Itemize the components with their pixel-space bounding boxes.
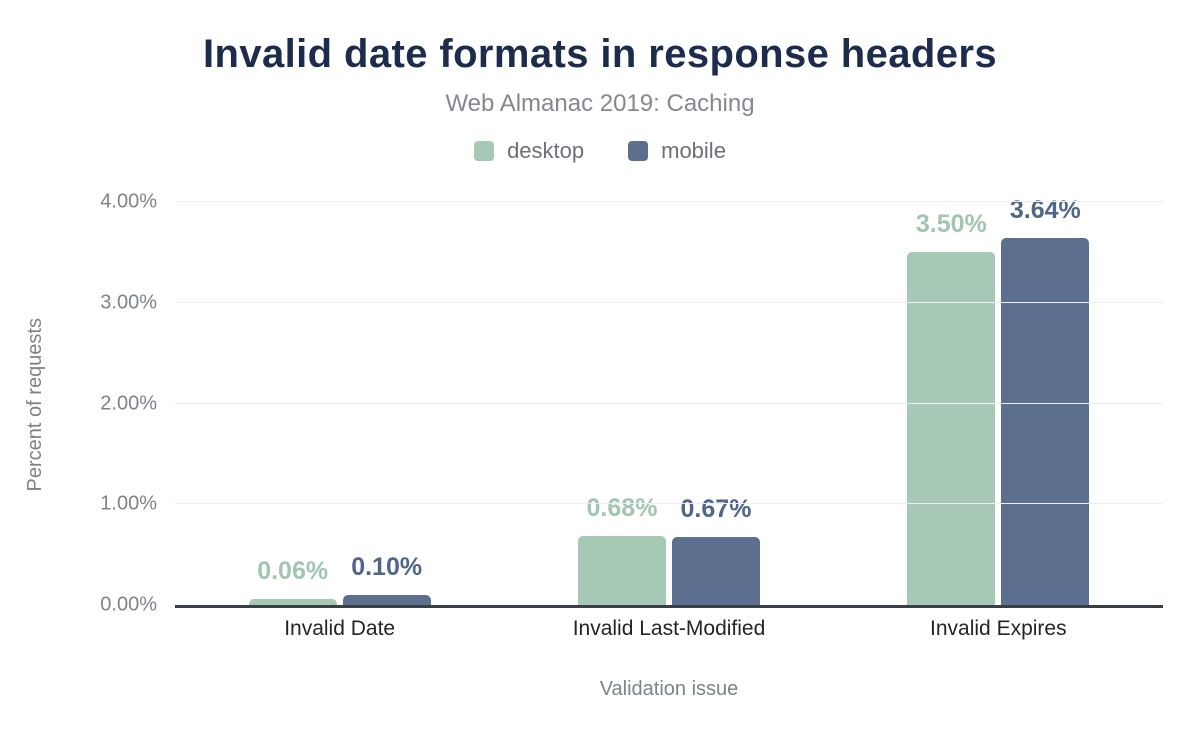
legend: desktop mobile — [0, 138, 1200, 164]
x-axis-title: Validation issue — [599, 678, 739, 700]
y-tick-label: 0.00% — [100, 593, 157, 616]
bar-with-label: 0.10% — [342, 553, 431, 605]
bar-group: 0.06% 0.10% — [175, 205, 504, 605]
gridline — [175, 201, 1163, 202]
mobile-bar[interactable] — [342, 595, 431, 605]
legend-label: mobile — [661, 138, 726, 163]
mobile-value-label: 0.67% — [680, 495, 752, 523]
y-axis-title-wrap: Percent of requests — [24, 205, 47, 605]
gridline — [175, 402, 1163, 404]
legend-label: desktop — [507, 138, 585, 163]
desktop-legend-swatch-icon — [474, 141, 495, 161]
mobile-bar[interactable] — [1001, 238, 1090, 605]
bar-with-label: 0.68% — [577, 494, 666, 605]
y-tick-label: 1.00% — [100, 492, 157, 515]
bar-group: 3.50% 3.64% — [834, 196, 1163, 605]
mobile-value-label: 3.64% — [1009, 196, 1081, 224]
chart-subtitle: Web Almanac 2019: Caching — [445, 90, 755, 117]
mobile-legend-swatch-icon — [628, 141, 649, 161]
legend-item-desktop: desktop — [474, 138, 584, 164]
gridline — [175, 503, 1163, 505]
desktop-value-label: 3.50% — [915, 210, 987, 238]
desktop-bar[interactable] — [907, 252, 996, 605]
y-tick-label: 2.00% — [100, 392, 157, 414]
mobile-bar[interactable] — [671, 537, 760, 605]
y-axis-title: Percent of requests — [24, 318, 46, 492]
desktop-bar[interactable] — [248, 599, 337, 605]
bar-groups: 0.06% 0.10% 0.68% 0.67% 3.50% 3.64% — [175, 196, 1163, 605]
y-tick-label: 3.00% — [100, 291, 157, 314]
bar-group: 0.68% 0.67% — [504, 205, 833, 605]
desktop-value-label: 0.06% — [257, 557, 329, 585]
chart-title: Invalid date formats in response headers — [202, 32, 998, 76]
x-category-label: Invalid Date — [284, 617, 396, 640]
plot-area: 0.06% 0.10% 0.68% 0.67% 3.50% 3.64% 0.00% 1.00… — [100, 191, 1163, 616]
mobile-value-label: 0.10% — [351, 553, 423, 581]
x-category-label: Invalid Expires — [930, 617, 1067, 640]
desktop-bar[interactable] — [577, 536, 666, 605]
bar-with-label: 3.50% — [907, 210, 996, 605]
legend-item-mobile: mobile — [628, 138, 726, 164]
bar-with-label: 0.67% — [671, 495, 760, 605]
y-tick-label: 4.00% — [100, 190, 157, 213]
gridline — [175, 301, 1163, 303]
bar-with-label: 3.64% — [1001, 196, 1090, 605]
x-category-label: Invalid Last-Modified — [572, 617, 766, 640]
x-axis-category-labels: Invalid Date Invalid Last-Modified Invalid… — [175, 617, 1163, 641]
desktop-value-label: 0.68% — [586, 494, 658, 522]
bar-with-label: 0.06% — [248, 557, 337, 605]
